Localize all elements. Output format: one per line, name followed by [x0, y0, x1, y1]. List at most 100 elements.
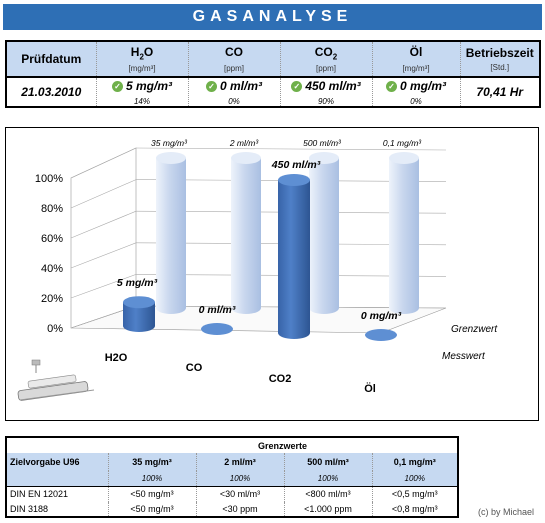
measurement-table: Prüfdatum H2O [mg/m³] CO [ppm] CO2 [ppm] Öl…	[5, 40, 541, 108]
measured-cylinder-2-body	[278, 180, 310, 339]
date-value: 21.03.2010	[21, 85, 82, 99]
category-label: CO2	[269, 373, 292, 385]
gridline	[70, 274, 137, 299]
header-name-2: CO	[314, 44, 333, 59]
measured-cylinder-0-body	[123, 302, 155, 332]
measured-cylinder-3-top	[365, 329, 397, 341]
limits-group-header: Grenzwerte	[258, 440, 308, 451]
header-cell-0: H2O [mg/m³]	[95, 41, 188, 78]
gridline	[70, 147, 137, 179]
limit-cylinder-3-top	[389, 152, 419, 164]
category-label: CO	[186, 362, 203, 374]
check-circle-icon: ✓	[111, 80, 123, 92]
gridline	[70, 242, 137, 269]
date-header: Prüfdatum	[21, 52, 82, 66]
measurement-header-row: Prüfdatum H2O [mg/m³] CO [ppm] CO2 [ppm] Öl…	[6, 41, 540, 78]
header-name-3: Öl	[409, 44, 423, 59]
target-row-label: Zielvorgabe U96	[6, 453, 108, 472]
target-percent-0: 100%	[107, 471, 196, 487]
value-cell-2: ✓ 450 ml/m³ 90%	[279, 77, 372, 107]
limit-cylinder-1-body	[231, 158, 261, 314]
measured-value-1: 0 ml/m³	[219, 78, 262, 93]
measured-data-label: 0 mg/m³	[361, 310, 402, 322]
target-percent-3: 100%	[371, 471, 459, 487]
measured-data-label: 5 mg/m³	[117, 277, 158, 289]
norm-value: <800 ml/m³	[283, 486, 372, 502]
norm-value: <30 ppm	[195, 501, 284, 517]
header-unit-2: [ppm]	[315, 64, 336, 74]
header-cell-3: Öl [mg/m³]	[371, 41, 460, 78]
norm-name: DIN 3188	[10, 503, 49, 514]
header-name-1: CO	[225, 44, 243, 59]
header-name-0: H	[130, 44, 140, 59]
measured-cylinder-3	[365, 329, 397, 341]
norm-row: DIN 3188 <50 mg/m³ <30 ppm <1.000 ppm <0…	[6, 501, 459, 517]
measured-data-label: 0 ml/m³	[199, 304, 236, 316]
measured-percent-2: 90%	[317, 96, 334, 106]
series-label: Messwert	[442, 351, 486, 362]
value-cell-1: ✓ 0 ml/m³ 0%	[187, 77, 280, 107]
norm-value: <1.000 ppm	[283, 501, 372, 517]
limits-table: Grenzwerte Zielvorgabe U96 35 mg/m³ 2 ml…	[5, 436, 460, 518]
limit-data-label: 0,1 mg/m³	[383, 138, 422, 148]
norm-name: DIN EN 12021	[10, 489, 69, 500]
category-label: Öl	[364, 382, 376, 395]
measured-value-2: 450 ml/m³	[305, 78, 361, 93]
norm-value: <0,8 mg/m³	[371, 501, 459, 517]
norm-value: <50 mg/m³	[107, 501, 196, 517]
check-circle-icon: ✓	[205, 80, 217, 92]
cylinder-chart: 0% 20% 40% 60% 80% 100% 35 mg/m³ 2 ml/m³ 500 ml/…	[17, 138, 498, 401]
measured-percent-1: 0%	[228, 96, 240, 106]
y-tick-label: 0%	[47, 323, 63, 335]
limit-cylinder-2	[309, 152, 339, 314]
target-value-0: 35 mg/m³	[107, 453, 196, 472]
series-label: Grenzwert	[451, 324, 498, 335]
limit-cylinder-2-body	[309, 158, 339, 314]
target-value-1: 2 ml/m³	[195, 453, 284, 472]
y-tick-label: 40%	[41, 263, 63, 275]
limit-cylinder-3-body	[389, 158, 419, 314]
limit-cylinder-1-top	[231, 152, 261, 164]
limit-data-label: 500 ml/m³	[303, 138, 342, 148]
hours-unit: [Std.]	[490, 63, 510, 72]
limit-cylinder-0-body	[156, 158, 186, 314]
credit-text: (c) by Michael	[478, 507, 535, 517]
measured-value-3: 0 mg/m³	[399, 78, 446, 93]
date-value-cell: 21.03.2010	[6, 77, 96, 107]
header-unit-0: [mg/m³]	[128, 64, 156, 74]
limit-cylinder-1	[231, 152, 261, 314]
category-label: H2O	[105, 352, 128, 364]
target-value-3: 0,1 mg/m³	[371, 453, 459, 472]
y-tick-label: 20%	[41, 293, 63, 305]
limit-cylinder-2-top	[309, 152, 339, 164]
measured-cylinder-2	[278, 174, 310, 339]
target-percent-2: 100%	[283, 471, 372, 487]
y-tick-label: 60%	[41, 233, 63, 245]
limit-data-label: 2 ml/m³	[229, 138, 260, 148]
measured-value-0: 5 mg/m³	[125, 78, 172, 93]
measured-data-label: 450 ml/m³	[271, 159, 321, 171]
header-cell-1: CO [ppm]	[187, 41, 280, 78]
gridline	[70, 179, 137, 209]
limits-group-row: Grenzwerte	[6, 437, 458, 453]
target-percent-row: 100% 100% 100% 100%	[6, 471, 459, 487]
y-tick-label: 80%	[41, 203, 63, 215]
compressor-illustration-icon	[17, 359, 95, 401]
value-cell-3: ✓ 0 mg/m³ 0%	[371, 77, 460, 107]
hours-value-cell: 70,41 Hr	[459, 77, 540, 107]
limit-data-label: 35 mg/m³	[151, 138, 188, 148]
check-circle-icon: ✓	[291, 80, 303, 92]
chart-frame: 0% 20% 40% 60% 80% 100% 35 mg/m³ 2 ml/m³ 500 ml/…	[5, 127, 539, 421]
norm-row: DIN EN 12021 <50 mg/m³ <30 ml/m³ <800 ml…	[6, 486, 459, 502]
header-cell-2: CO2 [ppm]	[279, 41, 372, 78]
gridline	[135, 147, 447, 151]
norm-value: <0,5 mg/m³	[371, 486, 459, 502]
measured-percent-3: 0%	[410, 96, 422, 106]
header-unit-3: [mg/m³]	[402, 64, 430, 74]
limit-cylinder-0-top	[156, 152, 186, 164]
measured-cylinder-0	[123, 296, 155, 332]
measured-cylinder-2-top	[278, 174, 310, 186]
check-circle-icon: ✓	[385, 80, 397, 92]
limit-cylinder-3	[389, 152, 419, 314]
measured-cylinder-1-top	[201, 323, 233, 335]
